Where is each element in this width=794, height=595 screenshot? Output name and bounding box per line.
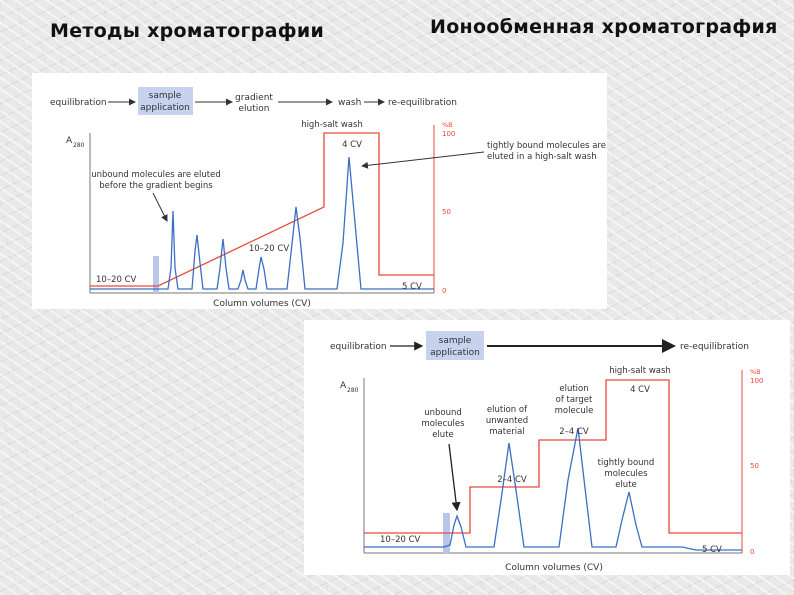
label-step2-volume: 2–4 CV	[559, 427, 589, 437]
annotation-arrow	[152, 192, 168, 222]
label-target-line3: molecule	[555, 406, 594, 416]
label-unwanted-line3: material	[489, 427, 524, 437]
absorbance-trace	[364, 427, 742, 551]
slide-title-left: Методы хроматографии	[50, 20, 325, 42]
label-equilibration-volume: 10–20 CV	[380, 535, 421, 545]
step-wash: wash	[338, 98, 361, 108]
absorbance-trace	[90, 156, 434, 290]
step-sample-line2: application	[140, 103, 190, 113]
label-unbound-line1: unbound	[424, 408, 462, 418]
salt-axis-unit: %B	[750, 368, 761, 376]
y-axis-subscript: 280	[347, 387, 359, 394]
label-unbound-line3: elute	[432, 430, 454, 440]
label-tightly-bound-line3: elute	[615, 480, 637, 490]
annotation-arrow	[448, 443, 461, 512]
label-unbound-line2: before the gradient begins	[99, 181, 213, 191]
label-high-salt-wash: high-salt wash	[609, 366, 671, 376]
label-target-line1: elution	[559, 384, 588, 394]
label-target-line2: of target	[556, 395, 593, 405]
salt-step-line	[364, 379, 742, 534]
slide-title-right: Ионообменная хроматография	[430, 16, 778, 38]
step-elution-figure: equilibration sample application re-equi…	[304, 320, 790, 575]
label-reequilibration-volume: 5 CV	[402, 282, 422, 292]
label-tightly-bound-line2: molecules	[604, 469, 648, 479]
label-equilibration-volume: 10–20 CV	[96, 275, 137, 285]
label-unwanted-line2: unwanted	[486, 416, 528, 426]
gradient-elution-figure: equilibration sample application gradien…	[32, 73, 607, 309]
label-unwanted-line1: elution of	[487, 405, 528, 415]
step-sample-line1: sample	[439, 336, 472, 346]
label-high-salt-wash: high-salt wash	[301, 120, 363, 130]
salt-gradient-line	[90, 132, 434, 287]
salt-tick-0: 0	[750, 548, 754, 556]
label-step1-volume: 2–4 CV	[497, 475, 527, 485]
label-reequilibration-volume: 5 CV	[702, 545, 722, 555]
salt-axis-unit: %B	[442, 121, 453, 129]
gradient-elution-diagram: equilibration sample application gradien…	[50, 87, 606, 309]
step-equilibration: equilibration	[330, 342, 387, 352]
step-sample-line1: sample	[149, 91, 182, 101]
y-axis-label: A	[340, 381, 347, 391]
x-axis-label: Column volumes (CV)	[213, 299, 311, 309]
salt-tick-100: 100	[442, 130, 455, 138]
step-gradient-line2: elution	[239, 104, 270, 114]
sample-application-box	[138, 87, 193, 115]
step-elution-diagram: equilibration sample application re-equi…	[330, 331, 763, 573]
sample-application-box	[426, 331, 484, 360]
label-gradient-volume: 10–20 CV	[249, 244, 290, 254]
salt-tick-50: 50	[750, 462, 759, 470]
y-axis-label: A	[66, 136, 73, 146]
label-unbound-line1: unbound molecules are eluted	[91, 170, 220, 180]
step-re-equilibration: re-equilibration	[388, 98, 457, 108]
y-axis-subscript: 280	[73, 142, 85, 149]
label-tightly-bound-line2: eluted in a high-salt wash	[487, 152, 597, 162]
salt-tick-0: 0	[442, 287, 446, 295]
step-gradient-line1: gradient	[235, 93, 273, 103]
salt-tick-100: 100	[750, 377, 763, 385]
annotation-arrow	[361, 151, 485, 169]
label-unbound-line2: molecules	[421, 419, 465, 429]
sample-load-bar	[153, 256, 159, 293]
label-wash-volume: 4 CV	[630, 385, 650, 395]
label-wash-volume: 4 CV	[342, 140, 362, 150]
step-re-equilibration: re-equilibration	[680, 342, 749, 352]
label-tightly-bound-line1: tightly bound	[598, 458, 655, 468]
salt-tick-50: 50	[442, 208, 451, 216]
label-tightly-bound-line1: tightly bound molecules are	[487, 141, 606, 151]
step-equilibration: equilibration	[50, 98, 107, 108]
x-axis-label: Column volumes (CV)	[505, 563, 603, 573]
step-sample-line2: application	[430, 348, 480, 358]
